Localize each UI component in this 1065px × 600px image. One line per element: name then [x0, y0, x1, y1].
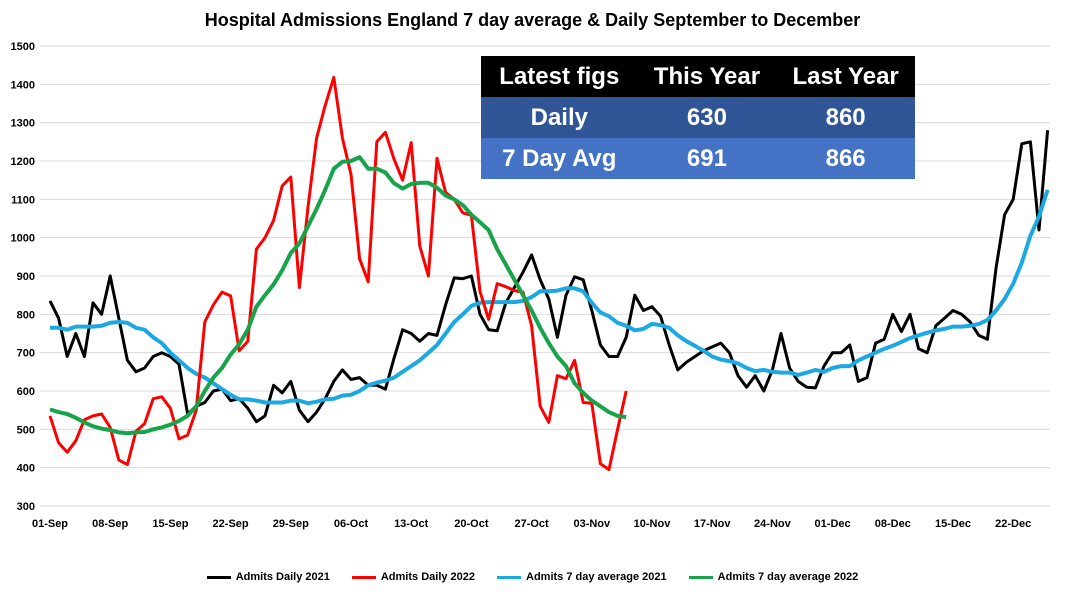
legend-item: Admits Daily 2022	[351, 571, 476, 583]
x-tick-label: 08-Dec	[875, 518, 911, 530]
x-tick-label: 03-Nov	[573, 518, 611, 530]
x-tick-label: 22-Sep	[213, 518, 249, 530]
y-tick-label: 300	[17, 501, 35, 513]
legend-label: Admits 7 day average 2022	[717, 571, 859, 583]
y-tick-label: 1400	[11, 79, 35, 91]
y-tick-label: 800	[17, 309, 35, 321]
series-line-admits-daily-2021	[48, 130, 1050, 424]
x-tick-label: 06-Oct	[334, 518, 369, 530]
y-tick-label: 400	[17, 463, 35, 475]
y-tick-label: 700	[17, 348, 35, 360]
table-header: Last Year	[792, 62, 899, 90]
y-tick-label: 500	[17, 424, 35, 436]
table-header: This Year	[653, 62, 761, 90]
x-tick-label: 01-Dec	[815, 518, 851, 530]
row-label: Daily	[530, 103, 588, 131]
y-tick-label: 600	[17, 386, 35, 398]
x-tick-label: 24-Nov	[754, 518, 792, 530]
legend: Admits Daily 2021 Admits Daily 2022 Admi…	[0, 571, 1065, 583]
legend-item: Admits 7 day average 2022	[688, 571, 859, 583]
x-tick-label: 01-Sep	[32, 518, 68, 530]
latest-figures-table: Latest figs This Year Last Year Daily 63…	[481, 56, 915, 179]
x-tick-label: 15-Sep	[152, 518, 188, 530]
series-line-admits-daily-2022	[48, 75, 628, 472]
series-line-admits-7-day-average-2021	[50, 189, 1050, 406]
legend-swatch	[688, 575, 713, 579]
y-tick-label: 1100	[11, 194, 35, 206]
table-row: Daily 630 860	[481, 97, 915, 138]
legend-swatch	[351, 575, 376, 579]
this-year-value: 630	[686, 103, 727, 131]
y-tick-label: 1300	[11, 118, 35, 130]
y-tick-label: 1500	[11, 41, 35, 53]
this-year-value: 691	[686, 144, 727, 172]
x-tick-label: 10-Nov	[634, 518, 672, 530]
chart-title: Hospital Admissions England 7 day averag…	[204, 10, 861, 30]
x-tick-label: 20-Oct	[454, 518, 489, 530]
series-line-admits-7-day-average-2022	[49, 155, 627, 436]
last-year-value: 860	[825, 103, 866, 131]
legend-item: Admits 7 day average 2021	[497, 571, 667, 583]
legend-swatch	[497, 575, 522, 579]
legend-label: Admits Daily 2022	[380, 571, 476, 583]
legend-label: Admits 7 day average 2021	[526, 571, 667, 583]
legend-label: Admits Daily 2021	[235, 571, 330, 583]
table-header-row: Latest figs This Year Last Year	[481, 56, 915, 97]
last-year-value: 866	[825, 144, 866, 172]
x-tick-label: 17-Nov	[694, 518, 732, 530]
y-tick-label: 900	[17, 271, 35, 283]
table-row: 7 Day Avg 691 866	[481, 138, 915, 179]
x-tick-label: 29-Sep	[273, 518, 309, 530]
legend-swatch	[206, 575, 231, 579]
x-tick-label: 27-Oct	[514, 518, 549, 530]
x-tick-label: 22-Dec	[995, 518, 1031, 530]
row-label: 7 Day Avg	[502, 144, 617, 172]
y-tick-label: 1200	[11, 156, 35, 168]
table-header: Latest figs	[499, 62, 620, 90]
x-tick-label: 15-Dec	[935, 518, 971, 530]
x-tick-label: 08-Sep	[92, 518, 128, 530]
legend-item: Admits Daily 2021	[206, 571, 330, 583]
y-tick-label: 1000	[11, 233, 35, 245]
x-tick-label: 13-Oct	[394, 518, 429, 530]
